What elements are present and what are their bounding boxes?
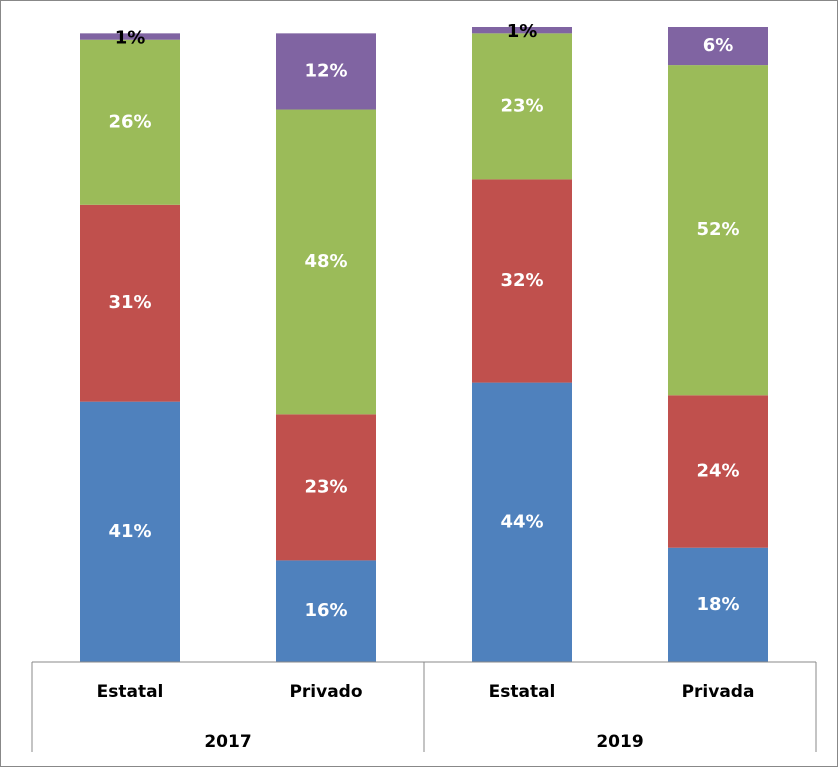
- bar-segment: [472, 33, 572, 180]
- value-label: 12%: [304, 60, 347, 81]
- value-label: 23%: [500, 95, 543, 116]
- bar-segment: [472, 179, 572, 383]
- value-label: 23%: [304, 476, 347, 497]
- bar-segment: [668, 27, 768, 66]
- bar-segment: [80, 33, 180, 40]
- bar-segment: [668, 547, 768, 662]
- value-label: 24%: [696, 461, 739, 482]
- value-label: 52%: [696, 219, 739, 240]
- bar-segment: [472, 27, 572, 34]
- value-label: 41%: [108, 521, 151, 542]
- value-label: 1%: [507, 21, 538, 42]
- bar-segment: [276, 33, 376, 110]
- x-tick-label: Privado: [289, 682, 362, 702]
- value-label: 32%: [500, 270, 543, 291]
- bar-segment: [80, 39, 180, 205]
- value-label: 31%: [108, 292, 151, 313]
- bar-segment: [80, 204, 180, 402]
- x-tick-label: Privada: [682, 682, 755, 702]
- bar-segment: [276, 109, 376, 415]
- group-label: 2019: [596, 732, 643, 752]
- value-label: 6%: [703, 35, 734, 56]
- bar-segment: [668, 65, 768, 396]
- bar-segment: [276, 414, 376, 561]
- value-label: 16%: [304, 600, 347, 621]
- value-label: 1%: [115, 27, 146, 48]
- value-label: 44%: [500, 511, 543, 532]
- bar-segment: [276, 560, 376, 662]
- group-label: 2017: [204, 732, 251, 752]
- x-tick-label: Estatal: [489, 682, 556, 702]
- value-label: 48%: [304, 251, 347, 272]
- bar-segment: [668, 395, 768, 548]
- x-tick-label: Estatal: [97, 682, 164, 702]
- value-label: 18%: [696, 594, 739, 615]
- bar-segment: [80, 401, 180, 662]
- bar-segment: [472, 382, 572, 662]
- value-label: 26%: [108, 111, 151, 132]
